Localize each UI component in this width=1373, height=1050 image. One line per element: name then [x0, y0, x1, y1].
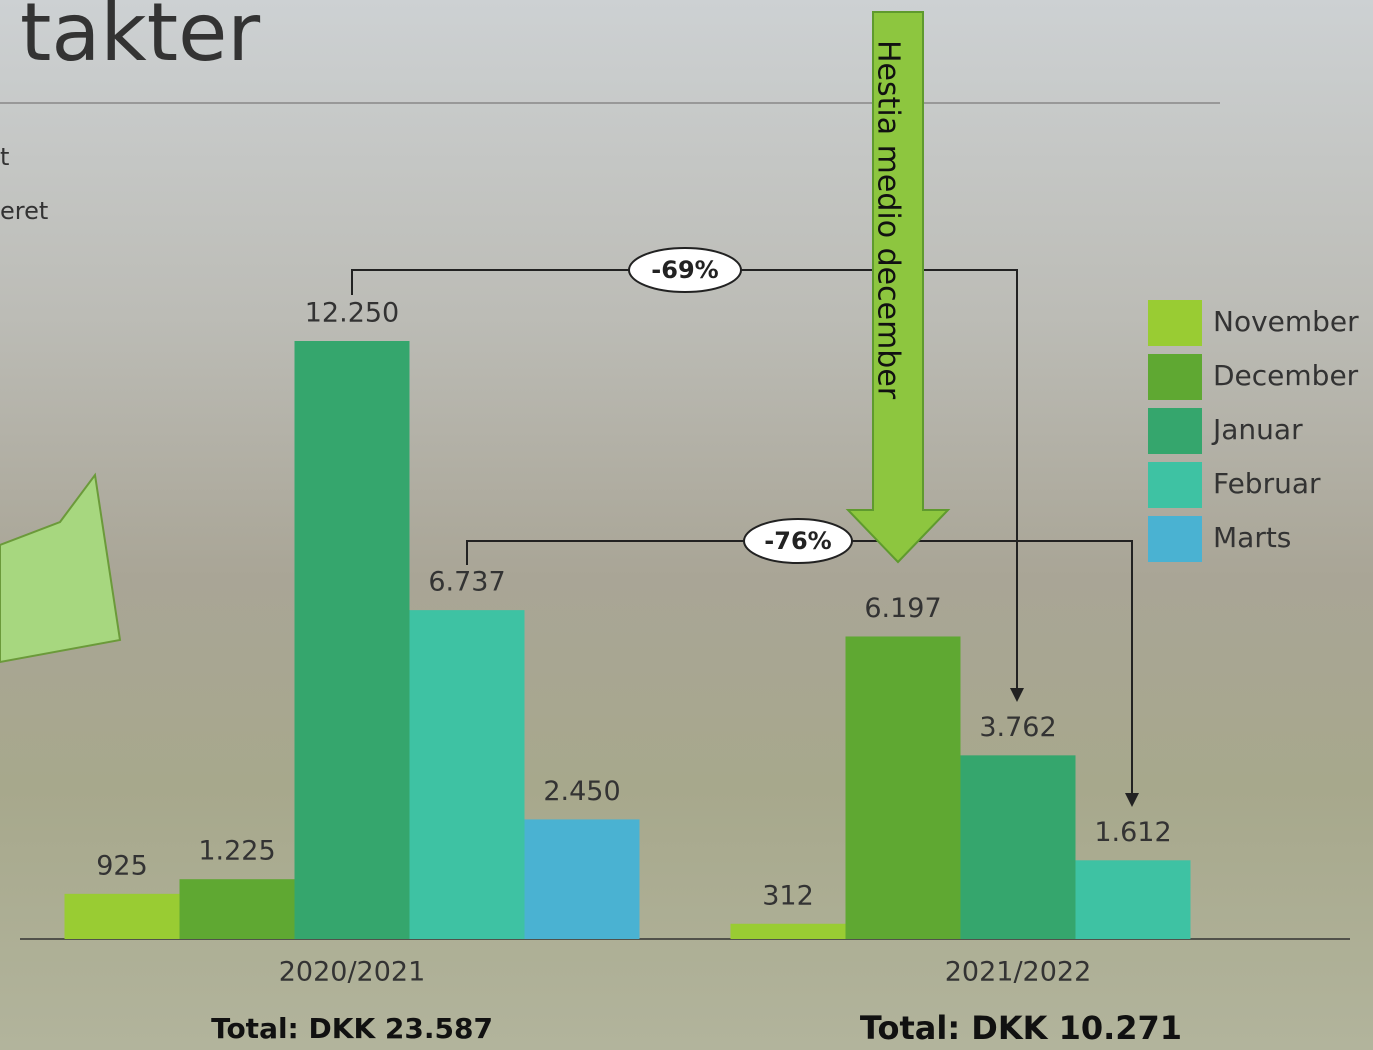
legend-label: Marts [1213, 521, 1291, 554]
bar [65, 894, 180, 939]
bar [295, 341, 410, 939]
bar [525, 819, 640, 939]
x-tick-label: 2021/2022 [945, 957, 1092, 988]
bar [180, 879, 295, 939]
value-label: 6.197 [864, 593, 941, 624]
legend-swatch [1148, 408, 1202, 454]
bar [410, 610, 525, 939]
legend-label: Februar [1213, 467, 1321, 500]
value-label: 1.612 [1094, 817, 1171, 848]
value-label: 312 [762, 880, 814, 911]
total-label: Total: DKK 23.587 [211, 1012, 493, 1045]
value-label: 12.250 [305, 298, 399, 329]
value-label: 6.737 [428, 567, 505, 598]
slide-title: takter [20, 0, 260, 79]
legend-label: December [1213, 359, 1359, 392]
x-tick-label: 2020/2021 [279, 957, 426, 988]
value-label: 1.225 [198, 836, 275, 867]
event-label: Hestia medio december [871, 40, 906, 400]
page: takter t eret Hestia medio december -69%… [0, 0, 1373, 1050]
bullet: t [0, 143, 9, 171]
legend-label: Januar [1211, 413, 1303, 446]
value-label: 925 [96, 850, 148, 881]
legend-swatch [1148, 354, 1202, 400]
slide: takter t eret Hestia medio december -69%… [0, 0, 1373, 1050]
bar [846, 636, 961, 939]
value-label: 2.450 [543, 776, 620, 807]
value-label: 3.762 [979, 712, 1056, 743]
change-label: -69% [651, 256, 718, 284]
bullet: eret [0, 197, 48, 225]
legend-swatch [1148, 300, 1202, 346]
bar [1076, 860, 1191, 939]
change-label: -76% [764, 527, 831, 555]
total-label: Total: DKK 10.271 [860, 1009, 1182, 1047]
bar [961, 755, 1076, 939]
bar [731, 924, 846, 939]
legend-swatch [1148, 516, 1202, 562]
legend-swatch [1148, 462, 1202, 508]
legend-label: November [1213, 305, 1359, 338]
